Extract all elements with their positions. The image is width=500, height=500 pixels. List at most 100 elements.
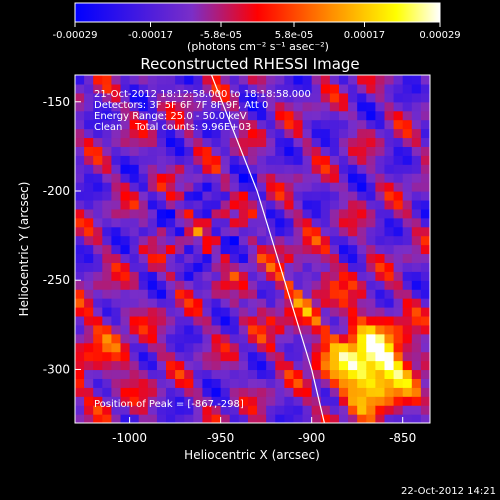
heatmap-cell [311, 378, 322, 388]
heatmap-cell [284, 244, 295, 255]
heatmap-cell [238, 414, 249, 423]
heatmap-cell [138, 298, 149, 308]
heatmap-cell [166, 262, 176, 272]
heatmap-cell [147, 83, 158, 94]
heatmap-cell [393, 244, 404, 255]
heatmap-cell [202, 235, 213, 246]
heatmap-cell [93, 101, 103, 112]
y-tick-label: -150 [43, 95, 70, 109]
heatmap-cell [348, 315, 358, 326]
heatmap-cell [184, 342, 194, 353]
heatmap-cell [247, 182, 258, 192]
heatmap-cell [102, 396, 113, 406]
heatmap-cell [184, 137, 194, 147]
heatmap-cell [93, 414, 103, 423]
heatmap-cell [302, 369, 313, 379]
heatmap-cell [156, 289, 167, 299]
heatmap-cell [229, 378, 240, 388]
heatmap-cell [138, 173, 149, 183]
heatmap-cell [175, 164, 185, 174]
heatmap-cell [129, 92, 140, 103]
heatmap-cell [375, 83, 386, 94]
heatmap-cell [284, 137, 295, 147]
heatmap-cell [138, 110, 149, 121]
heatmap-cell [193, 101, 204, 112]
heatmap-cell [129, 155, 140, 165]
heatmap-cell [220, 146, 231, 156]
heatmap-cell [366, 155, 376, 165]
heatmap-cell [375, 128, 386, 139]
heatmap-cell [266, 324, 276, 335]
heatmap-cell [202, 315, 213, 326]
heatmap-cell [348, 92, 358, 103]
heatmap-cell [402, 369, 413, 379]
heatmap-cell [284, 217, 295, 228]
heatmap-cell [402, 75, 413, 85]
heatmap-cell [329, 307, 340, 317]
heatmap-cell [175, 360, 185, 371]
heatmap-cell [129, 75, 140, 85]
heatmap-cell [411, 226, 422, 237]
heatmap-cell [84, 235, 94, 246]
heatmap-cell [302, 92, 313, 103]
heatmap-cell [329, 199, 340, 210]
heatmap-cell [175, 324, 185, 335]
heatmap-cells [75, 75, 430, 423]
heatmap-cell [229, 137, 240, 147]
heatmap-cell [293, 101, 304, 112]
heatmap-cell [311, 396, 322, 406]
heatmap-cell [420, 173, 430, 183]
heatmap-cell [229, 360, 240, 371]
heatmap-cell [402, 387, 413, 397]
heatmap-cell [156, 226, 167, 237]
heatmap-cell [120, 173, 131, 183]
heatmap-cell [393, 92, 404, 103]
heatmap-cell [357, 244, 367, 255]
heatmap-cell [275, 414, 285, 423]
heatmap-cell [329, 217, 340, 228]
heatmap-cell [420, 128, 430, 139]
heatmap-cell [102, 110, 113, 121]
heatmap-cell [156, 101, 167, 112]
heatmap-cell [138, 208, 149, 219]
heatmap-cell [238, 199, 249, 210]
heatmap-cell [238, 101, 249, 112]
heatmap-cell [147, 280, 158, 290]
heatmap-cell [375, 191, 386, 201]
heatmap-cell [357, 369, 367, 379]
heatmap-cell [384, 137, 395, 147]
heatmap-cell [302, 271, 313, 281]
heatmap-cell [411, 271, 422, 281]
heatmap-cell [193, 333, 204, 344]
heatmap-cell [211, 378, 222, 388]
heatmap-cell [275, 226, 285, 237]
heatmap-cell [266, 75, 276, 85]
heatmap-cell [384, 360, 395, 371]
heatmap-cell [375, 208, 386, 219]
heatmap-cell [275, 253, 285, 263]
heatmap-cell [147, 217, 158, 228]
heatmap-cell [184, 92, 194, 103]
heatmap-cell [384, 324, 395, 335]
heatmap-cell [366, 360, 376, 371]
heatmap-cell [338, 253, 349, 263]
heatmap-cell [111, 146, 122, 156]
heatmap-cell [238, 333, 249, 344]
heatmap-cell [84, 101, 94, 112]
heatmap-cell [111, 155, 122, 165]
heatmap-cell [257, 155, 267, 165]
heatmap-cell [257, 83, 267, 94]
heatmap-cell [84, 208, 94, 219]
heatmap-cell [229, 289, 240, 299]
heatmap-cell [102, 253, 113, 263]
heatmap-cell [375, 315, 386, 326]
heatmap-cell [111, 244, 122, 255]
heatmap-cell [156, 146, 167, 156]
heatmap-cell [147, 199, 158, 210]
heatmap-cell [129, 208, 140, 219]
heatmap-cell [102, 119, 113, 130]
heatmap-cell [129, 405, 140, 415]
heatmap-cell [111, 217, 122, 228]
heatmap-cell [366, 369, 376, 379]
heatmap-cell [420, 271, 430, 281]
